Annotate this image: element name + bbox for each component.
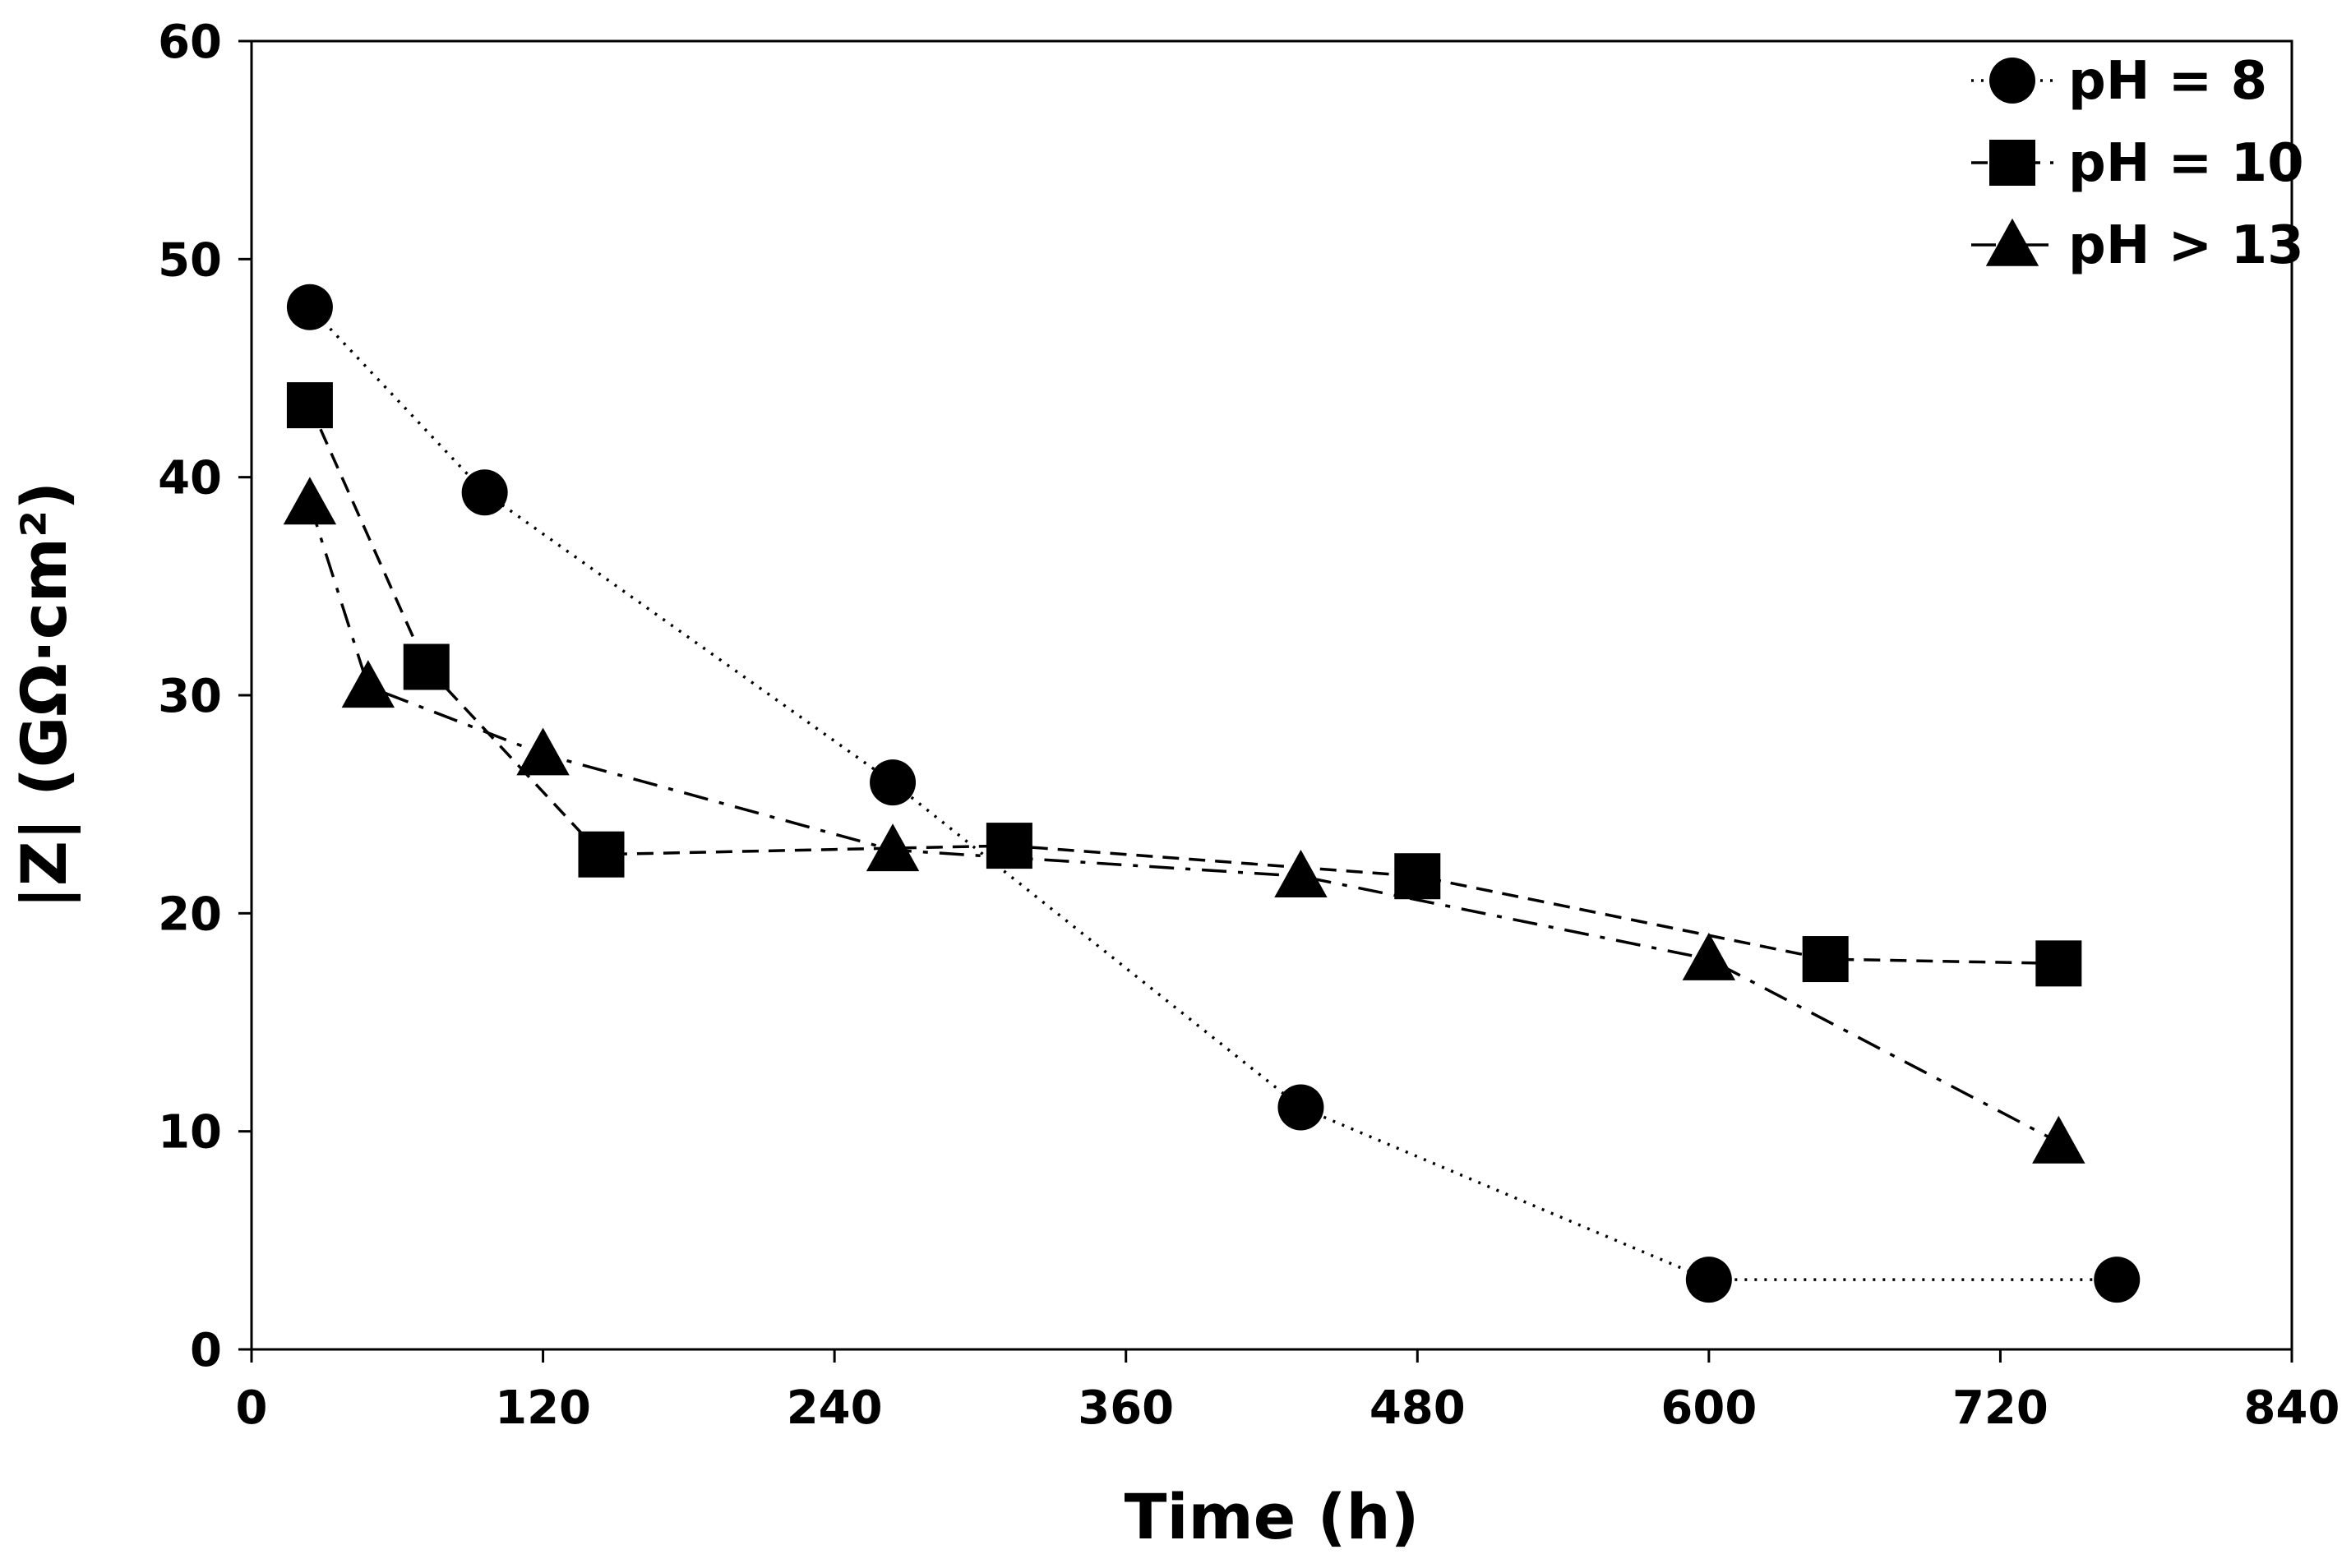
data-point	[461, 469, 508, 516]
legend-item: pH = 10	[1971, 133, 2304, 194]
y-tick-label: 60	[158, 16, 222, 69]
legend: pH = 8 pH = 10 pH > 13	[1971, 51, 2304, 276]
data-point	[986, 823, 1032, 869]
legend-marker	[1985, 218, 2039, 266]
data-point	[1802, 936, 1849, 983]
legend-marker	[1989, 140, 2035, 186]
data-point	[516, 727, 570, 776]
y-tick-label: 40	[158, 452, 222, 505]
x-tick-label: 840	[2244, 1381, 2340, 1435]
y-tick-label: 50	[158, 233, 222, 287]
data-point	[341, 660, 395, 708]
data-point	[870, 759, 917, 806]
legend-item: pH > 13	[1971, 215, 2304, 276]
legend-item: pH = 8	[1971, 51, 2267, 112]
x-tick-label: 240	[787, 1381, 883, 1435]
data-point	[1394, 853, 1441, 900]
axes: 0 120 240 360 480 600 720 840 0 10 20 30 40 50 60	[158, 16, 2339, 1435]
x-tick-label: 360	[1078, 1381, 1174, 1435]
legend-label: pH = 8	[2068, 51, 2267, 112]
x-tick-label: 120	[495, 1381, 591, 1435]
x-tick-label: 480	[1369, 1381, 1466, 1435]
x-tick-label: 720	[1952, 1381, 2048, 1435]
series-0	[286, 284, 2141, 1303]
data-point	[2035, 940, 2082, 987]
data-point	[866, 823, 920, 872]
data-point	[403, 643, 450, 690]
data-point	[283, 477, 337, 525]
series-layer	[283, 284, 2141, 1303]
legend-marker	[1989, 58, 2035, 104]
data-point	[286, 284, 333, 330]
data-point	[2032, 1115, 2085, 1164]
data-point	[286, 382, 333, 429]
series-2	[283, 477, 2085, 1164]
y-tick-label: 0	[190, 1324, 222, 1377]
x-tick-label: 0	[236, 1381, 268, 1435]
data-point	[1685, 1257, 1732, 1303]
legend-label: pH = 10	[2068, 133, 2304, 194]
x-axis-title: Time (h)	[1125, 1480, 1420, 1553]
x-tick-label: 600	[1660, 1381, 1757, 1435]
legend-label: pH > 13	[2068, 215, 2304, 276]
series-1	[286, 382, 2082, 987]
y-tick-label: 10	[158, 1106, 222, 1160]
data-point	[1682, 932, 1736, 980]
y-tick-label: 30	[158, 670, 222, 723]
data-point	[1277, 1084, 1324, 1131]
data-point	[2094, 1257, 2141, 1303]
data-point	[1274, 850, 1328, 897]
series-line	[308, 306, 2118, 1281]
data-point	[578, 831, 625, 878]
y-tick-label: 20	[158, 888, 222, 941]
y-axis-title: |Z| (GΩ·cm²)	[7, 482, 81, 909]
